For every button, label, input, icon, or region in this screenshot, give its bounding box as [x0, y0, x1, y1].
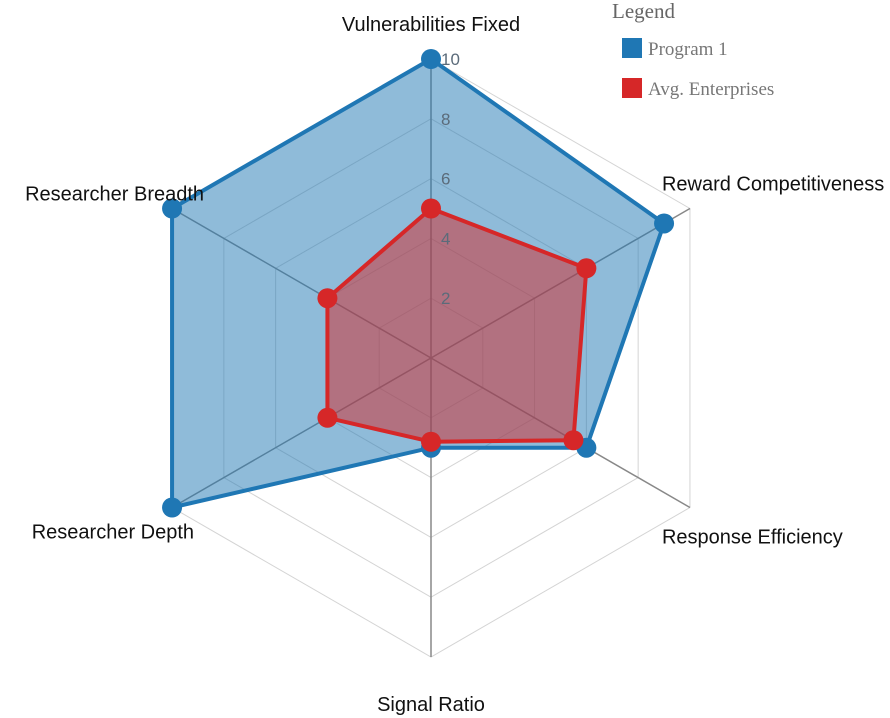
series-1-point-5[interactable]: [317, 288, 338, 309]
series-1-point-2[interactable]: [563, 430, 584, 451]
legend-label-1: Avg. Enterprises: [648, 79, 774, 100]
legend-swatch-0: [622, 38, 642, 58]
axis-label-3: Signal Ratio: [377, 694, 485, 716]
tick-label-2: 2: [441, 289, 450, 308]
series-0-point-5[interactable]: [162, 198, 183, 219]
axis-label-2: Response Efficiency: [662, 527, 843, 549]
legend: Legend Program 1 Avg. Enterprises: [612, 0, 774, 100]
series-1-point-3[interactable]: [421, 431, 441, 452]
legend-swatch-1: [622, 78, 642, 98]
tick-label-6: 6: [441, 170, 450, 189]
axis-label-5: Researcher Breadth: [25, 184, 204, 206]
radar-series: [162, 49, 675, 518]
series-0-point-0[interactable]: [421, 49, 441, 69]
series-0-point-1[interactable]: [654, 213, 675, 234]
axis-label-1: Reward Competitiveness: [662, 174, 884, 196]
series-1-point-4[interactable]: [317, 407, 338, 428]
radar-tick-labels: 2 4 6 8 10: [441, 50, 460, 308]
axis-label-0: Vulnerabilities Fixed: [342, 14, 520, 36]
axis-label-4: Researcher Depth: [32, 522, 194, 544]
legend-label-0: Program 1: [648, 39, 728, 60]
legend-title: Legend: [612, 0, 675, 23]
tick-label-8: 8: [441, 110, 450, 129]
series-0-point-4[interactable]: [162, 497, 183, 518]
series-1-point-0[interactable]: [421, 198, 441, 219]
tick-label-4: 4: [441, 229, 450, 248]
tick-label-10: 10: [441, 50, 460, 69]
radar-axis-labels: Vulnerabilities Fixed Reward Competitiven…: [25, 14, 884, 716]
series-1-point-1[interactable]: [576, 258, 597, 279]
